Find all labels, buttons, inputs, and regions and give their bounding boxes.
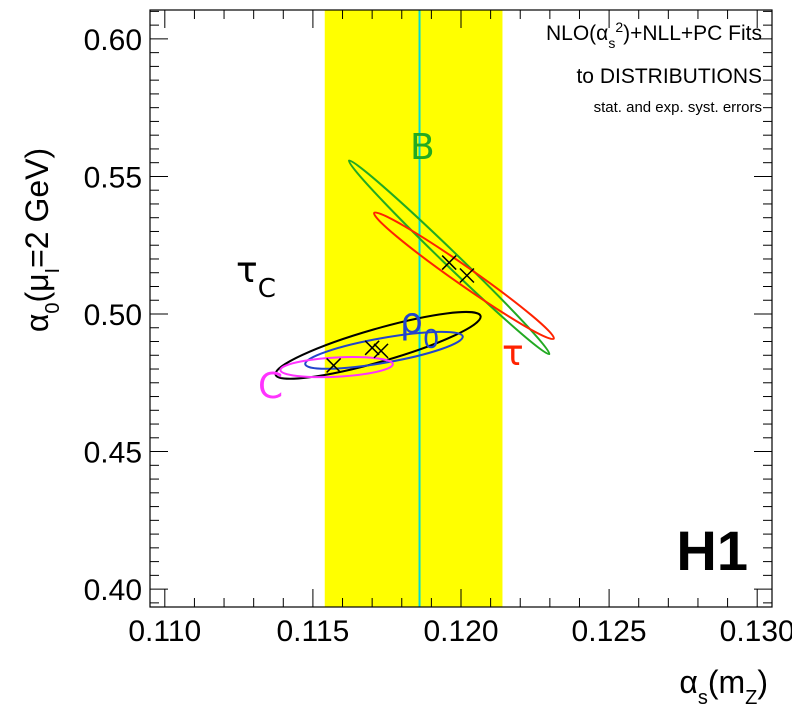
series-label-b: B	[410, 127, 435, 168]
series-label-tauc: τC	[236, 250, 276, 304]
x-tick-label: 0.110	[128, 615, 201, 648]
plot-area	[274, 10, 555, 607]
series-label-c: C	[258, 366, 283, 407]
ellipse-series-0	[274, 310, 482, 380]
y-tick-label: 0.55	[84, 161, 142, 194]
marker-series-1	[364, 340, 380, 356]
axes: 0.110 0.115 0.120 0.125 0.130 0.40 0.45 0.50 0.5…	[84, 9, 792, 648]
x-tick-label: 0.125	[572, 615, 647, 648]
marker-series-2	[373, 343, 389, 359]
y-tick-label: 0.45	[84, 437, 142, 470]
series-label-tau: τ	[502, 333, 524, 374]
marker-series-4	[459, 267, 475, 284]
marker-series-0	[326, 357, 342, 373]
x-tick-label: 0.115	[276, 615, 349, 648]
ellipse-series-3	[347, 159, 551, 356]
y-tick-label: 0.60	[84, 24, 142, 57]
annotation-line-2: to DISTRIBUTIONS	[576, 65, 762, 88]
marker-series-3	[441, 255, 457, 271]
annotation-line-3: stat. and exp. syst. errors	[594, 99, 762, 116]
h1-brand-label: H1	[676, 519, 748, 582]
ellipse-series-1	[304, 330, 464, 370]
x-axis-title: αs(mZ)	[679, 664, 768, 707]
annotation-line-1: NLO(αs2)+NLL+PC Fits	[546, 19, 762, 51]
x-tick-label: 0.130	[720, 615, 792, 648]
ellipse-series-2	[279, 356, 394, 379]
annotation-block: NLO(αs2)+NLL+PC Fits to DISTRIBUTIONS st…	[546, 19, 762, 116]
y-tick-label: 0.40	[84, 574, 142, 607]
y-tick-label: 0.50	[84, 299, 142, 332]
uncertainty-band	[324, 10, 503, 607]
ellipse-series-4	[373, 211, 555, 341]
x-tick-label: 0.120	[423, 615, 498, 648]
y-axis-title: α0(μI=2 GeV)	[19, 148, 64, 332]
